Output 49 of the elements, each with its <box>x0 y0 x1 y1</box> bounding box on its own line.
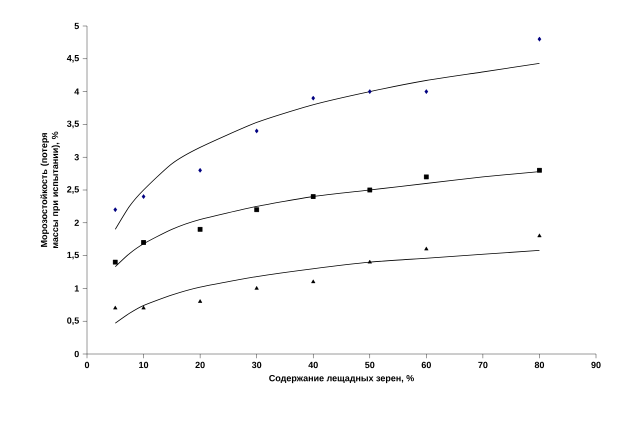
y-tick-label: 4 <box>74 88 80 95</box>
y-tick-label: 3,5 <box>66 120 79 128</box>
y-tick-label: 0,5 <box>67 317 79 326</box>
point <box>113 207 118 212</box>
point <box>141 306 146 310</box>
y-tick-label: 0 <box>74 350 79 358</box>
y-tick-label: 1,5 <box>67 252 79 260</box>
point <box>141 240 146 245</box>
point <box>310 194 316 199</box>
x-tick-label: 20 <box>195 362 205 368</box>
y-tick-label: 2,5 <box>67 186 79 194</box>
point <box>113 306 118 310</box>
point <box>254 286 259 290</box>
point <box>368 89 372 94</box>
line-series <box>114 250 540 324</box>
point <box>198 299 202 303</box>
point <box>424 246 428 250</box>
point <box>198 168 202 173</box>
point <box>424 174 429 180</box>
x-tick-label: 30 <box>252 362 262 368</box>
x-tick-label: 0 <box>84 362 90 368</box>
point <box>198 226 203 232</box>
x-tick-label: 40 <box>308 362 318 368</box>
y-tick-label: 2 <box>74 220 79 226</box>
point <box>142 194 146 199</box>
x-tick-label: 90 <box>591 362 601 368</box>
point <box>311 96 316 101</box>
x-tick-label: 60 <box>422 362 431 368</box>
point <box>254 128 259 134</box>
y-tick-label: 3 <box>74 154 79 160</box>
y-tick-label: 4,5 <box>66 55 79 63</box>
point <box>367 188 372 192</box>
x-tick-label: 80 <box>534 362 544 368</box>
point <box>112 260 118 265</box>
point <box>537 168 542 173</box>
point <box>424 89 428 94</box>
point <box>311 279 316 284</box>
y-axis-title: Морозостойкость (потеря массы при испытании), % <box>40 132 60 248</box>
point <box>537 234 542 238</box>
point <box>254 207 260 212</box>
x-tick-label: 70 <box>478 362 488 368</box>
line-series <box>114 62 540 230</box>
point <box>538 36 542 42</box>
y-tick-label: 1 <box>74 285 79 292</box>
x-axis-title: Содержание лещадных зерен, % <box>269 374 414 384</box>
y-tick-label: 5 <box>74 22 79 30</box>
x-tick-label: 10 <box>139 362 148 368</box>
x-tick-label: 50 <box>365 362 374 368</box>
point <box>368 260 372 264</box>
